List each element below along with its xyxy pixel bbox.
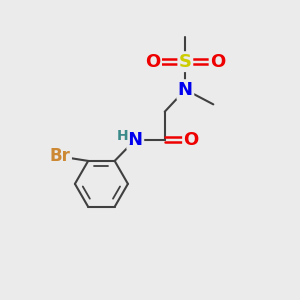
Text: O: O: [210, 53, 225, 71]
Text: O: O: [184, 131, 199, 149]
Text: O: O: [145, 53, 160, 71]
Text: N: N: [178, 81, 193, 99]
Text: N: N: [128, 131, 143, 149]
Text: H: H: [117, 129, 129, 143]
Text: S: S: [179, 53, 192, 71]
Text: Br: Br: [50, 148, 70, 166]
